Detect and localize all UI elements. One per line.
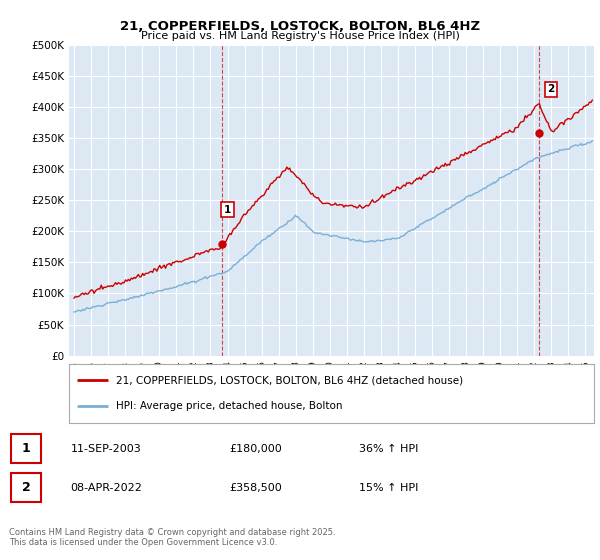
Text: £180,000: £180,000 [229, 444, 282, 454]
Text: 1: 1 [224, 204, 231, 214]
Text: 2: 2 [547, 84, 554, 94]
Text: 21, COPPERFIELDS, LOSTOCK, BOLTON, BL6 4HZ: 21, COPPERFIELDS, LOSTOCK, BOLTON, BL6 4… [120, 20, 480, 32]
Text: Contains HM Land Registry data © Crown copyright and database right 2025.
This d: Contains HM Land Registry data © Crown c… [9, 528, 335, 547]
Text: 11-SEP-2003: 11-SEP-2003 [71, 444, 142, 454]
Text: £358,500: £358,500 [229, 483, 282, 493]
Text: Price paid vs. HM Land Registry's House Price Index (HPI): Price paid vs. HM Land Registry's House … [140, 31, 460, 41]
FancyBboxPatch shape [11, 473, 41, 502]
FancyBboxPatch shape [11, 434, 41, 463]
Text: 08-APR-2022: 08-APR-2022 [71, 483, 143, 493]
Text: 15% ↑ HPI: 15% ↑ HPI [359, 483, 418, 493]
Text: HPI: Average price, detached house, Bolton: HPI: Average price, detached house, Bolt… [116, 402, 343, 412]
Text: 36% ↑ HPI: 36% ↑ HPI [359, 444, 418, 454]
Text: 2: 2 [22, 481, 31, 494]
Text: 1: 1 [22, 442, 31, 455]
Text: 21, COPPERFIELDS, LOSTOCK, BOLTON, BL6 4HZ (detached house): 21, COPPERFIELDS, LOSTOCK, BOLTON, BL6 4… [116, 375, 463, 385]
